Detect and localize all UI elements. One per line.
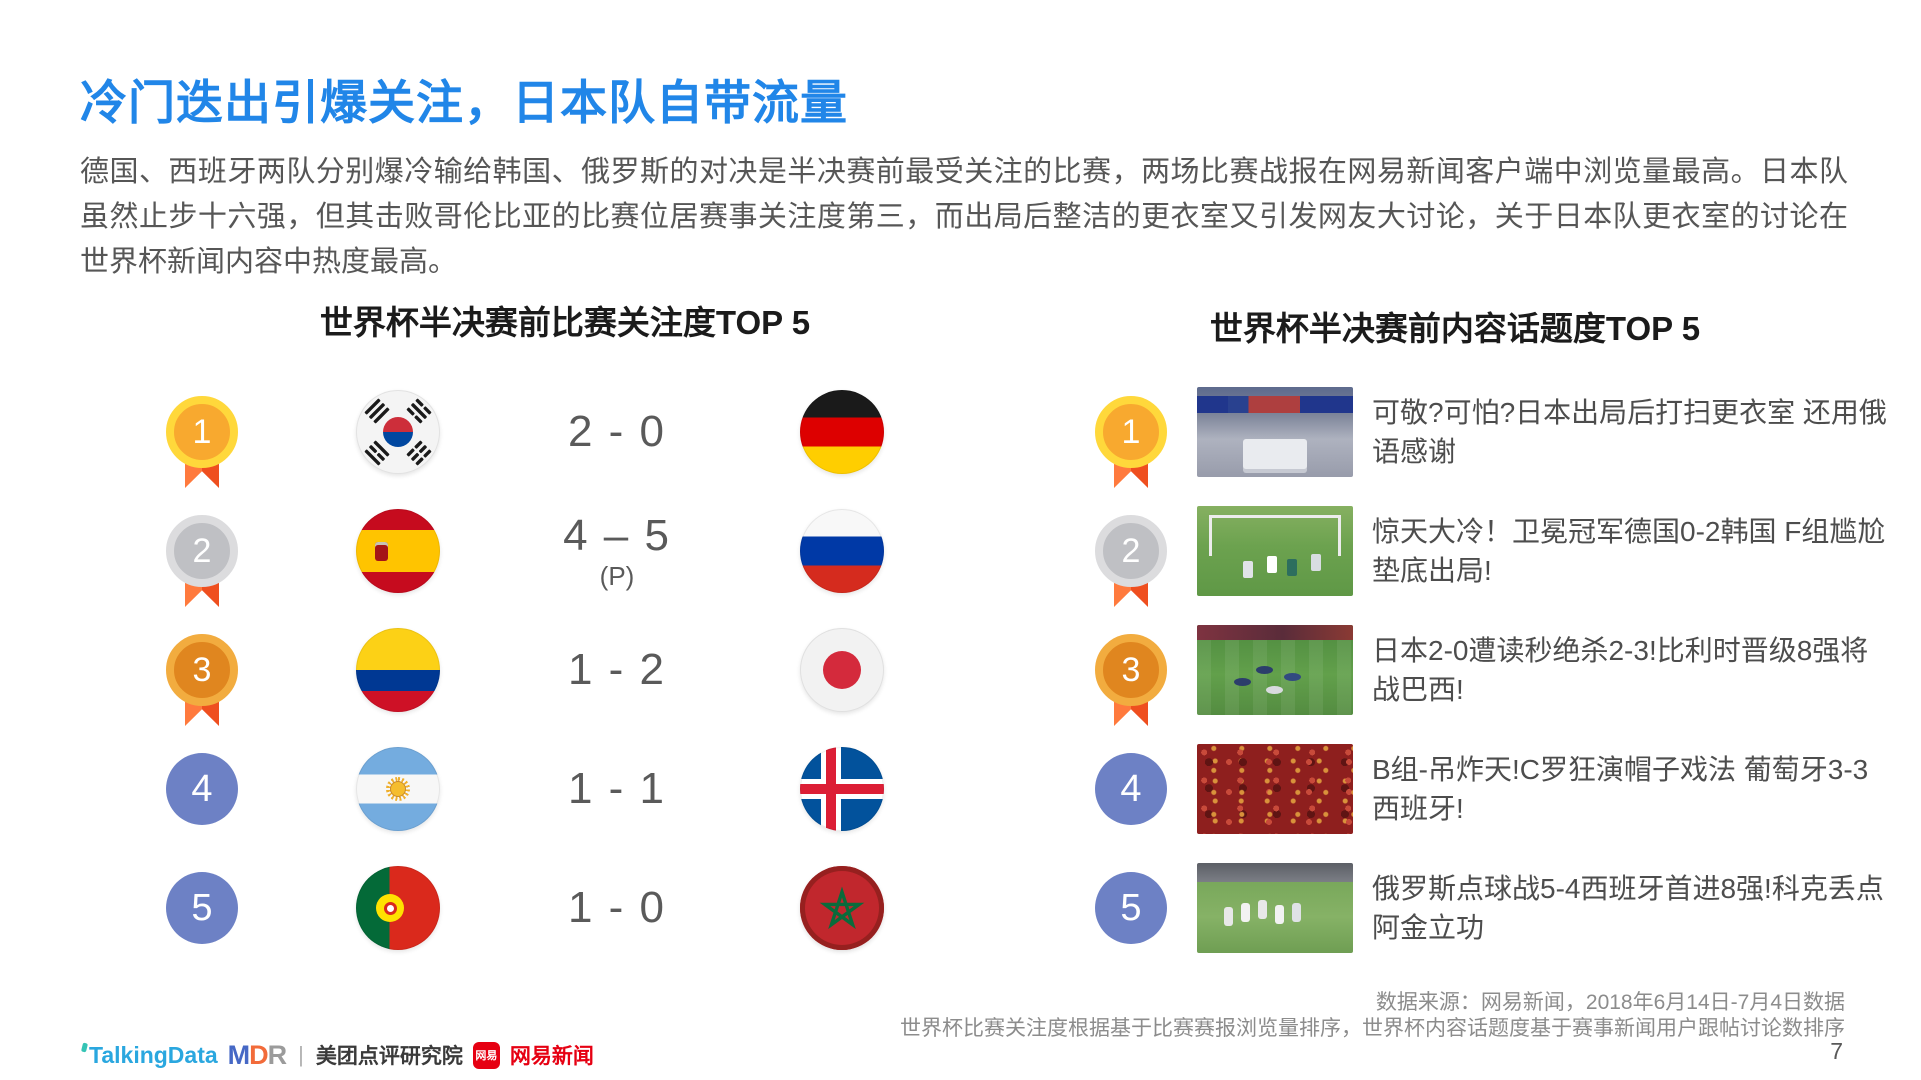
rank-number: 3: [1121, 650, 1141, 689]
news-headline: B组-吊炸天!C罗狂演帽子戏法 葡萄牙3-3西班牙!: [1372, 754, 1869, 824]
rank-medal: 1: [1095, 396, 1167, 488]
rank-medal: 1: [166, 396, 238, 488]
score-value: 1 - 1: [567, 764, 667, 813]
score-value: 1 - 2: [567, 645, 667, 694]
rank-number: 1: [1121, 412, 1141, 451]
news-row-4: 4 B组-吊炸天!C罗狂演帽子戏法 葡萄牙3-3西班牙!: [0, 733, 1921, 845]
data-source-line1: 数据来源：网易新闻，2018年6月14日-7月4日数据: [1375, 991, 1845, 1014]
news-headline: 可敬?可怕?日本出局后打扫更衣室 还用俄语感谢: [1372, 397, 1887, 467]
score-value: 2 - 0: [567, 407, 667, 456]
score-value: 4 – 5: [563, 511, 671, 560]
news-photo-russia-celebration: [1197, 863, 1353, 953]
bronze-medal-icon: 3: [1095, 634, 1167, 706]
flag-japan-icon: [800, 628, 884, 712]
right-panel-header: 世界杯半决赛前内容话题度TOP 5: [1209, 310, 1701, 347]
rank-medal: 5: [1095, 872, 1167, 944]
portugal-emblem-icon: [376, 894, 404, 922]
news-headline: 日本2-0遭读秒绝杀2-3!比利时晋级8强将战巴西!: [1372, 635, 1869, 705]
score-value: 1 - 0: [567, 883, 667, 932]
gold-medal-icon: 1: [1095, 396, 1167, 468]
spain-crest-icon: [375, 542, 388, 561]
flag-iceland-icon: [800, 747, 884, 831]
rank-number: 5: [191, 886, 213, 929]
rank-circle-icon: 4: [1095, 753, 1167, 825]
match-row-3: 3 1 - 2: [0, 614, 1921, 726]
news-photo-portugal-fans: [1197, 744, 1353, 834]
mdr-letter-m: M: [227, 1039, 250, 1070]
logo-divider: |: [298, 1042, 304, 1067]
flag-germany-icon: [800, 390, 884, 474]
rank-circle-icon: 5: [1095, 872, 1167, 944]
match-row-2: 2 4 – 5 (P): [0, 495, 1921, 607]
news-row-2: 2 惊天大冷！卫冕冠军德国0-2韩国 F组尴尬垫底出局!: [0, 495, 1921, 607]
rank-number: 4: [1120, 767, 1142, 810]
match-score: 1 - 0: [517, 883, 717, 933]
flag-spain-icon: [356, 509, 440, 593]
page-number: 7: [1830, 1038, 1843, 1064]
rank-medal: 5: [166, 872, 238, 944]
netease-badge-icon: 网易: [472, 1041, 500, 1069]
rank-circle-icon: 4: [166, 753, 238, 825]
score-note: (P): [599, 561, 635, 591]
rank-number: 2: [1121, 531, 1141, 570]
netease-news-logo: 网易新闻: [509, 1045, 594, 1068]
rank-circle-icon: 5: [166, 872, 238, 944]
rank-number: 1: [192, 412, 212, 451]
news-photo-japan-belgium-match: [1197, 625, 1353, 715]
taegeuk-icon: [364, 398, 432, 466]
rank-medal: 3: [166, 634, 238, 726]
news-row-1: 1 可敬?可怕?日本出局后打扫更衣室 还用俄语感谢: [0, 376, 1921, 488]
match-row-1: 1 2 - 0: [0, 376, 1921, 488]
gold-medal-icon: 1: [166, 396, 238, 468]
silver-medal-icon: 2: [1095, 515, 1167, 587]
flag-south-korea-icon: [356, 390, 440, 474]
rank-number: 4: [191, 767, 213, 810]
rank-number: 2: [192, 531, 212, 570]
match-score: 2 - 0: [517, 407, 717, 457]
meituan-dianping-institute-logo: 美团点评研究院: [315, 1045, 463, 1068]
news-headline: 俄罗斯点球战5-4西班牙首进8强!科克丢点阿金立功: [1372, 873, 1884, 943]
news-headline: 惊天大冷！卫冕冠军德国0-2韩国 F组尴尬垫底出局!: [1372, 516, 1886, 586]
rank-medal: 4: [166, 753, 238, 825]
news-row-5: 5 俄罗斯点球战5-4西班牙首进8强!科克丢点阿金立功: [0, 852, 1921, 964]
flag-portugal-icon: [356, 866, 440, 950]
argentina-sun-icon: [386, 777, 410, 801]
news-row-3: 3 日本2-0遭读秒绝杀2-3!比利时晋级8强将战巴西!: [0, 614, 1921, 726]
mdr-letter-d: D: [249, 1039, 268, 1070]
rank-number: 3: [192, 650, 212, 689]
rank-medal: 4: [1095, 753, 1167, 825]
news-photo-locker-room: [1197, 387, 1353, 477]
page-title: 冷门迭出引爆关注，日本队自带流量: [80, 76, 848, 129]
flag-morocco-icon: [800, 866, 884, 950]
rank-number: 5: [1120, 886, 1142, 929]
left-panel-header: 世界杯半决赛前比赛关注度TOP 5: [319, 304, 811, 341]
silver-medal-icon: 2: [166, 515, 238, 587]
data-source-line2: 世界杯比赛关注度根据基于比赛赛报浏览量排序，世界杯内容话题度基于赛事新闻用户跟帖…: [900, 1017, 1845, 1040]
rank-medal: 2: [1095, 515, 1167, 607]
morocco-star-icon: [819, 886, 865, 930]
match-row-4: 4 1 - 1: [0, 733, 1921, 845]
bronze-medal-icon: 3: [166, 634, 238, 706]
match-score: 1 - 1: [517, 764, 717, 814]
match-score: 4 – 5 (P): [517, 511, 717, 591]
match-score: 1 - 2: [517, 645, 717, 695]
talkingdata-logo: TalkingData: [82, 1042, 218, 1069]
match-row-5: 5 1 - 0: [0, 852, 1921, 964]
intro-paragraph: 德国、西班牙两队分别爆冷输给韩国、俄罗斯的对决是半决赛前最受关注的比赛，两场比赛…: [80, 156, 1848, 278]
news-photo-germany-korea-match: [1197, 506, 1353, 596]
rank-medal: 3: [1095, 634, 1167, 726]
flag-russia-icon: [800, 509, 884, 593]
flag-argentina-icon: [356, 747, 440, 831]
mdr-letter-r: R: [267, 1039, 287, 1070]
flag-colombia-icon: [356, 628, 440, 712]
rank-medal: 2: [166, 515, 238, 607]
